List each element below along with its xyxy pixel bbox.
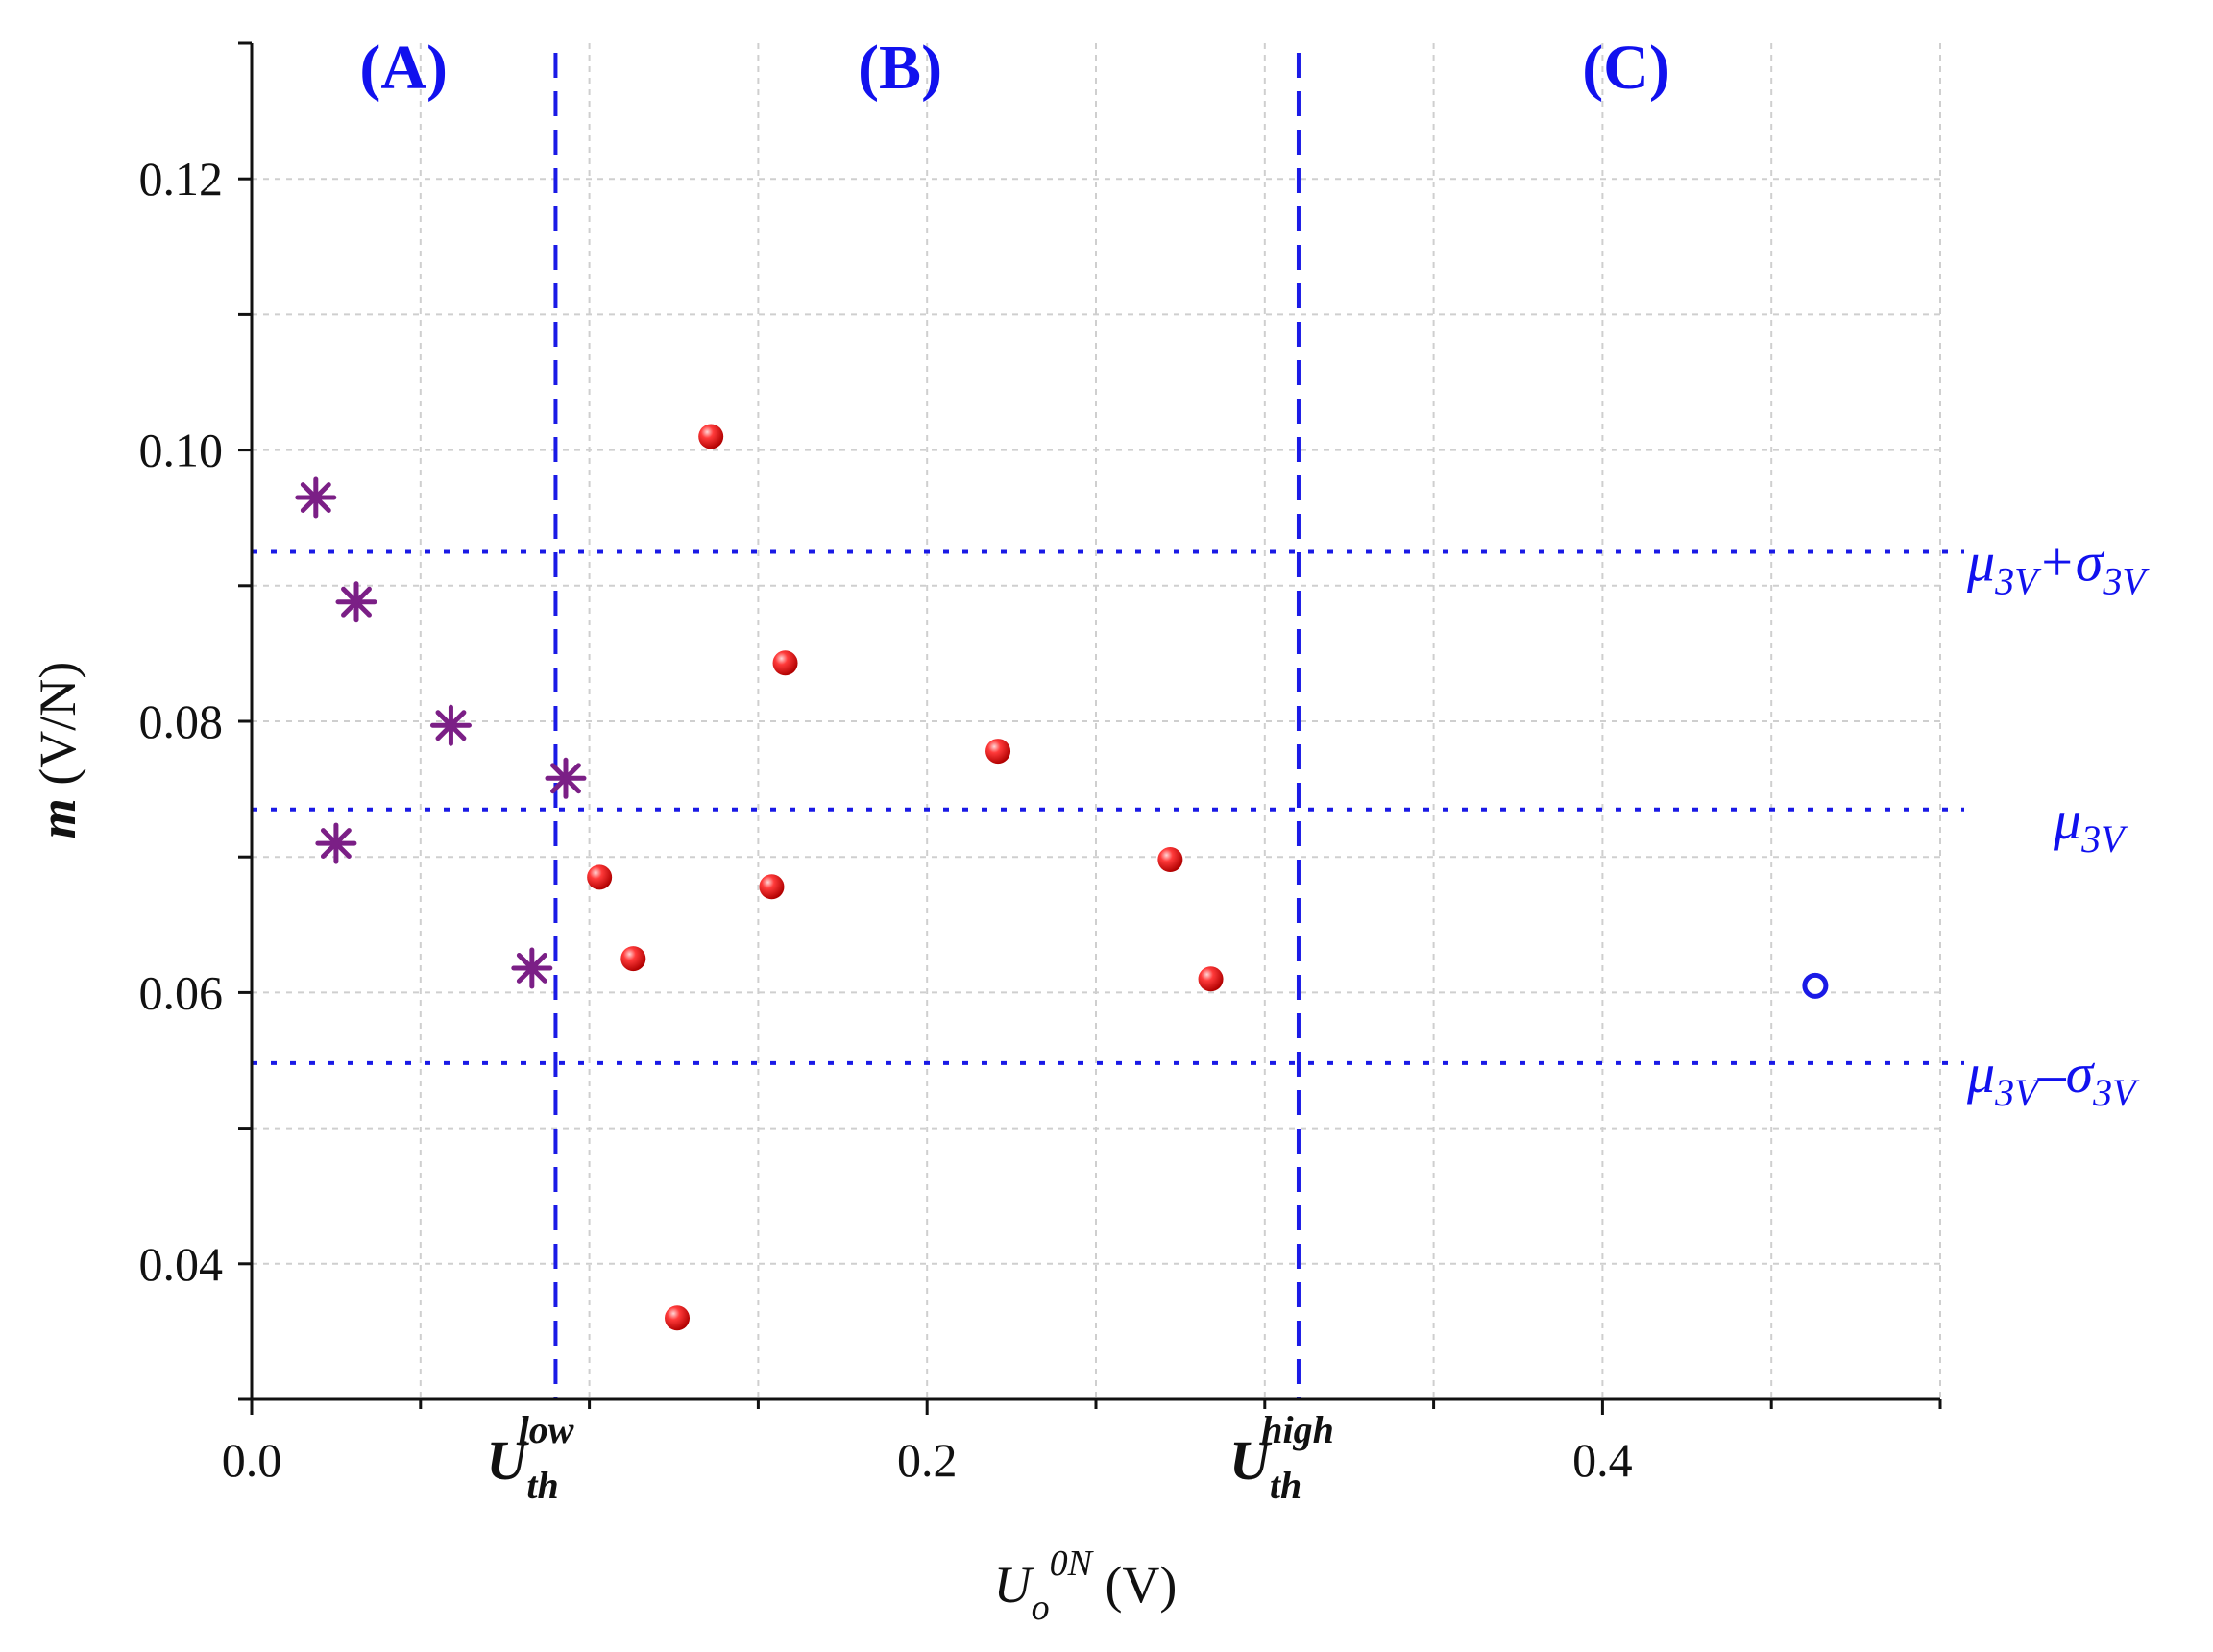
threshold-label-U_th_low: Uthlow: [486, 1408, 573, 1507]
labels: 0.0 0.2 0.4 0.04 0.06 0.08 0.10 0.12 Uo0N (V) m (…: [29, 33, 2150, 1628]
asterisk-point: [545, 757, 587, 799]
y-axis-title: m (V/N): [29, 662, 86, 838]
reference-label-mu_minus_sigma: μ3V–σ3V: [1966, 1042, 2140, 1114]
red-circle-point: [1157, 847, 1183, 873]
grid-lines: [252, 43, 1941, 1399]
red-circle-point: [665, 1305, 691, 1331]
asterisk-point: [511, 947, 553, 989]
open-circle-point: [1802, 972, 1829, 999]
asterisk-point: [315, 822, 357, 864]
region-label-2: (C): [1582, 33, 1670, 103]
reference-lines: [252, 53, 1964, 1399]
y-tick-label: 0.08: [139, 694, 224, 748]
red-circle-point: [698, 424, 724, 449]
red-circle-point: [620, 946, 646, 972]
data-points: [295, 424, 1829, 1331]
red-circle-point: [1198, 966, 1224, 992]
reference-label-mu: μ3V: [2053, 789, 2128, 861]
asterisk-point: [429, 704, 472, 746]
y-tick-label: 0.10: [139, 424, 224, 477]
asterisk-stroke: [341, 586, 372, 618]
reference-label-mu_plus_sigma: μ3V+σ3V: [1966, 531, 2150, 603]
threshold-label-U_th_high: Uthhigh: [1229, 1408, 1334, 1507]
x-tick-label: 0.2: [897, 1433, 958, 1487]
asterisk-stroke: [550, 763, 581, 794]
asterisk-point: [335, 581, 377, 623]
asterisk-point: [295, 476, 337, 519]
asterisk-stroke: [320, 828, 352, 860]
y-tick-label: 0.12: [139, 152, 224, 206]
red-circle-point: [587, 864, 613, 890]
x-tick-label: 0.0: [222, 1433, 282, 1487]
red-circle-point: [985, 739, 1011, 765]
x-axis-title: Uo0N (V): [994, 1543, 1178, 1628]
red-circle-point: [772, 650, 798, 676]
asterisk-stroke: [516, 953, 547, 984]
asterisk-stroke: [435, 710, 467, 741]
x-tick-label: 0.4: [1572, 1433, 1633, 1487]
y-tick-label: 0.04: [139, 1237, 224, 1291]
region-label-0: (A): [359, 33, 448, 103]
axes: [238, 41, 1942, 1415]
y-tick-label: 0.06: [139, 965, 224, 1019]
region-label-1: (B): [858, 33, 942, 103]
red-circle-point: [759, 874, 785, 900]
asterisk-stroke: [300, 482, 331, 513]
